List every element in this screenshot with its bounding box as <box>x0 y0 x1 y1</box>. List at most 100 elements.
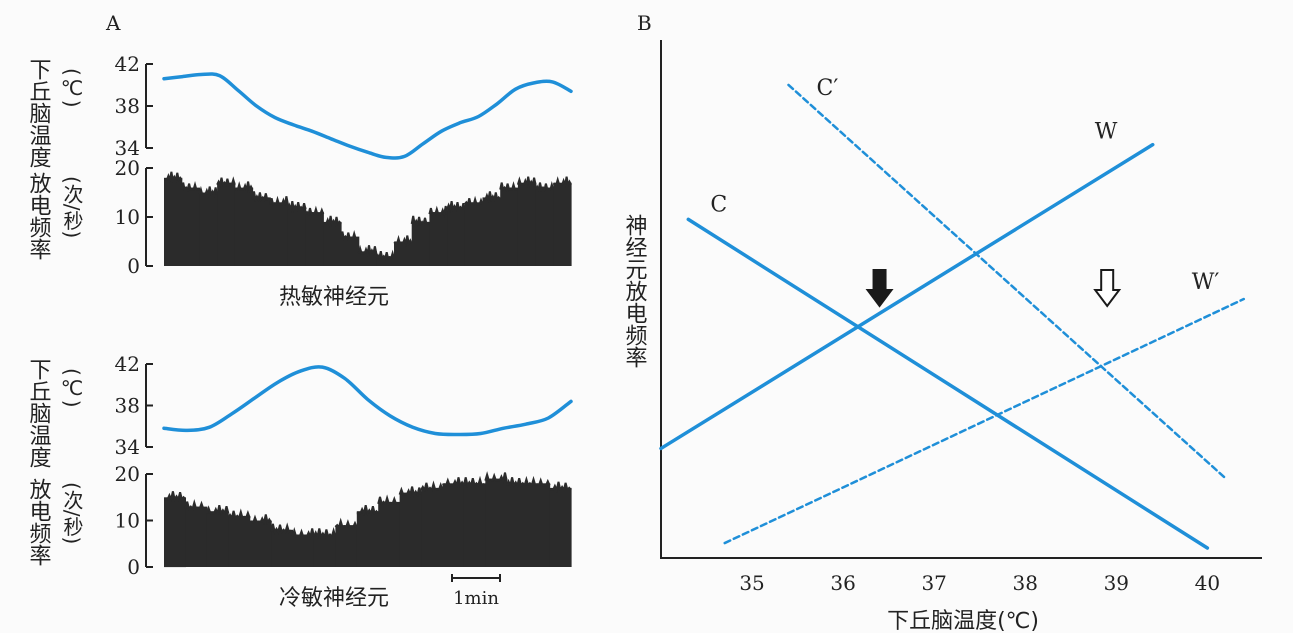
panel-a: 34 38 42 下丘脑温度 (℃) 0 10 20 放电频率 (次/秒) 热敏神经元 34 38 42 下… <box>26 52 573 611</box>
top-rate-bar <box>394 241 413 266</box>
bottom-rate-bar <box>335 525 358 567</box>
bottom-rate-bar <box>185 506 208 567</box>
top-rate-bar-spikes <box>286 201 307 213</box>
top-rate-bar-spikes <box>323 215 342 228</box>
top-rate-bar-spikes <box>234 181 254 194</box>
bottom-rate-bar <box>463 483 486 567</box>
top-rate-bar <box>447 207 466 266</box>
bottom-rate-bar <box>249 520 272 567</box>
bottom-rate-bar <box>292 534 315 567</box>
top-rate-bar <box>358 251 377 266</box>
top-rate-bar-spikes <box>410 215 430 228</box>
scale-bar-label: 1min <box>453 588 499 609</box>
panel-b-label: B <box>637 11 652 35</box>
bottom-temp-axis-title: 下丘脑温度 <box>26 358 52 468</box>
top-rate-bar-spikes <box>464 195 484 207</box>
bottom-rate-axis-unit: (次/秒) <box>60 482 84 544</box>
bottom-neuron-title: 冷敏神经元 <box>279 586 389 611</box>
top-neuron-title: 热敏神经元 <box>279 285 389 310</box>
bottom-rate-bar-spikes <box>549 481 572 494</box>
top-rate-bar <box>464 202 484 266</box>
top-rate-bar <box>270 202 289 266</box>
bottom-temp-axis-unit: (℃) <box>60 368 84 408</box>
bottom-rate-bar <box>549 487 572 567</box>
series-label-1: C <box>710 192 727 217</box>
top-rate-bar-spikes <box>516 176 537 189</box>
bottom-rate-bar-spikes <box>291 527 315 540</box>
top-rate-bar <box>517 182 537 266</box>
bottom-rate-bar <box>399 492 422 567</box>
panel-b-axes <box>660 40 1262 559</box>
bottom-rate-bar <box>313 534 336 567</box>
bottom-rate-bar-spikes <box>227 508 251 521</box>
bottom-rate-bar <box>485 478 508 567</box>
top-rate-bar-spikes <box>552 176 572 189</box>
y-axis-title: 神经元放电频率 <box>622 214 648 368</box>
top-rate-bar <box>500 187 519 266</box>
top-temp-axis-unit: (℃) <box>60 68 84 108</box>
top-rate-bar-spikes <box>482 191 501 204</box>
bottom-rate-bar-spikes <box>527 475 551 488</box>
x-axis-title: 下丘脑温度(℃) <box>887 609 1039 633</box>
top-rate-bar-spikes <box>446 201 466 213</box>
bottom-rate-bar-spikes <box>164 491 187 503</box>
top-rate-tick-label: 10 <box>115 205 140 229</box>
bottom-rate-tick-label: 10 <box>115 509 140 533</box>
top-temperature-line <box>162 72 573 160</box>
top-firing-rate-plot: 0 10 20 放电频率 (次/秒) <box>26 156 572 278</box>
bottom-rate-bar <box>164 497 186 568</box>
top-rate-bar <box>482 197 501 266</box>
series-line-1 <box>686 217 1210 550</box>
top-rate-bar-spikes <box>534 181 555 193</box>
bottom-temperature-plot: 34 38 42 下丘脑温度 (℃) <box>26 352 573 468</box>
top-temperature-plot: 34 38 42 下丘脑温度 (℃) <box>26 52 573 168</box>
bottom-rate-bar <box>206 511 229 567</box>
bottom-rate-bar-spikes <box>334 517 358 530</box>
top-rate-bar <box>252 197 271 266</box>
bottom-rate-bar-spikes <box>270 522 293 535</box>
panel-a-label: A <box>105 11 121 35</box>
top-rate-bar <box>217 182 236 266</box>
x-tick-label: 40 <box>1195 571 1220 595</box>
top-rate-bar-spikes <box>251 191 271 203</box>
hollow-arrow-icon <box>1093 269 1122 308</box>
scale-bar: 1min <box>451 574 501 609</box>
top-temp-tick-label: 42 <box>115 52 140 76</box>
top-rate-bar <box>411 221 430 266</box>
x-tick-label: 35 <box>739 571 764 595</box>
top-rate-bar-spikes <box>357 244 378 258</box>
top-rate-bar <box>234 187 254 266</box>
top-temp-tick-label: 34 <box>115 136 140 160</box>
bottom-rate-bar-spikes <box>462 475 486 488</box>
bottom-temp-tick-label: 42 <box>115 352 140 376</box>
series-label-3: C′ <box>816 76 838 101</box>
series-line-4 <box>723 297 1246 545</box>
x-tick-label: 37 <box>921 571 946 595</box>
bottom-rate-bar <box>378 501 401 567</box>
top-rate-bar-spikes <box>375 249 395 262</box>
bottom-rate-bar <box>506 483 529 567</box>
top-rate-bar <box>341 236 360 266</box>
top-rate-bar <box>164 177 183 266</box>
top-rate-bar <box>429 212 448 266</box>
series-line-2 <box>659 142 1155 451</box>
x-tick-label: 39 <box>1104 571 1129 595</box>
bottom-rate-bar <box>442 483 465 567</box>
top-rate-bar-spikes <box>269 195 289 209</box>
series-line-3 <box>787 83 1227 480</box>
top-rate-axis-title: 放电频率 <box>26 172 52 260</box>
bottom-rate-bar-spikes <box>420 480 444 493</box>
top-rate-bar <box>323 221 342 266</box>
top-rate-bar <box>181 187 200 266</box>
x-tick-label: 38 <box>1013 571 1038 595</box>
bottom-rate-bar-spikes <box>398 486 423 498</box>
top-rate-bar <box>305 212 324 266</box>
top-rate-bar-spikes <box>216 176 236 188</box>
bottom-rate-tick-label: 20 <box>115 462 140 486</box>
bottom-rate-bar-spikes <box>484 471 508 484</box>
top-temp-axis-title: 下丘脑温度 <box>26 58 52 168</box>
bottom-rate-bar-spikes <box>442 477 465 489</box>
bottom-rate-bar <box>421 487 444 567</box>
top-rate-axis-unit: (次/秒) <box>60 176 84 238</box>
